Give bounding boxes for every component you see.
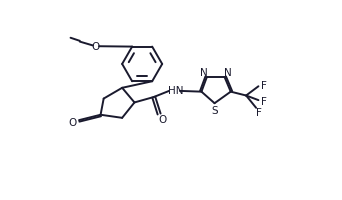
Text: O: O xyxy=(69,118,77,128)
Text: S: S xyxy=(211,106,218,116)
Text: F: F xyxy=(261,96,267,106)
Text: O: O xyxy=(158,115,166,125)
Text: F: F xyxy=(256,107,262,117)
Text: HN: HN xyxy=(168,86,184,96)
Text: N: N xyxy=(224,67,232,77)
Text: O: O xyxy=(92,42,100,52)
Text: N: N xyxy=(200,67,208,77)
Text: F: F xyxy=(261,80,267,90)
